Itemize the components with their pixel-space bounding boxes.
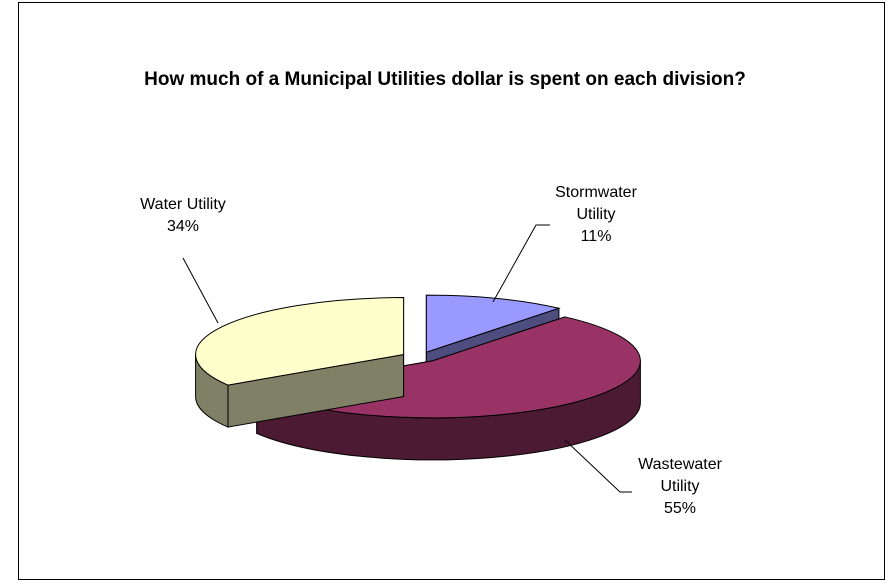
category-label: Stormwater Utility — [555, 184, 637, 223]
chart-title: How much of a Municipal Utilities dollar… — [144, 69, 746, 90]
chart-frame — [18, 2, 885, 580]
slice-label: Wastewater Utility 55% — [625, 454, 735, 520]
value-label: 55% — [663, 500, 697, 517]
category-label: Wastewater Utility — [638, 456, 722, 495]
slice-label: Water Utility 34% — [128, 194, 238, 238]
leader-line — [564, 439, 632, 493]
slice-label: Stormwater Utility 11% — [541, 182, 651, 248]
slice — [195, 297, 405, 386]
value-label: 34% — [166, 218, 200, 235]
leader-line — [182, 257, 219, 324]
value-label: 11% — [580, 228, 612, 245]
slice — [425, 294, 561, 353]
leader-line — [492, 224, 550, 303]
category-label: Water Utility — [140, 196, 226, 213]
